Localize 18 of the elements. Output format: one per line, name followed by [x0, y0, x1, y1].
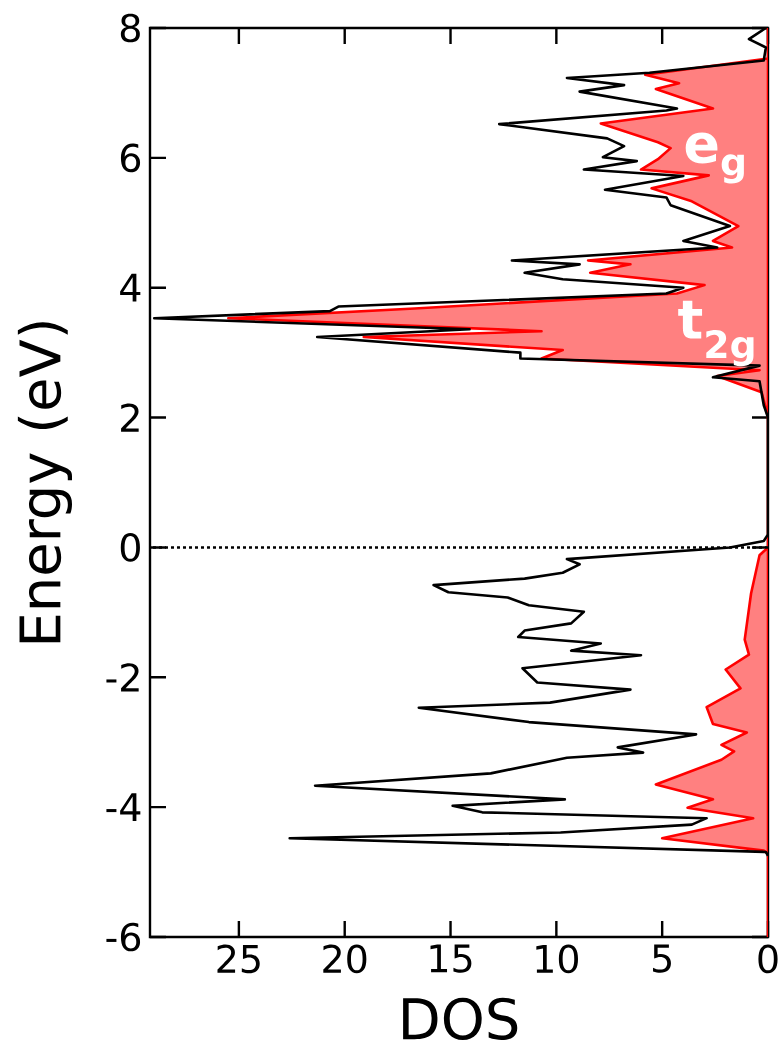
x-tick-label: 5	[653, 944, 671, 973]
y-tick-label: 4	[120, 273, 141, 302]
y-tick-label: -4	[106, 793, 141, 821]
x-axis-title: DOS	[403, 997, 518, 1040]
y-tick-label: -6	[106, 922, 141, 952]
x-tick-label: 15	[430, 944, 472, 973]
x-tick-label: 0	[758, 944, 778, 974]
x-tick-label: 10	[536, 944, 578, 974]
y-tick-label: 0	[120, 533, 140, 562]
y-tick-label: 2	[121, 403, 139, 432]
annotation: t$_{2g}$	[678, 300, 754, 367]
annotation: e$_{g}$	[685, 132, 744, 184]
y-tick-label: 8	[120, 13, 140, 43]
y-axis-title: Energy (eV)	[17, 322, 73, 643]
x-tick-label: 20	[323, 944, 367, 974]
x-tick-label: 25	[217, 944, 260, 974]
y-tick-label: 6	[120, 143, 141, 173]
y-tick-label: -2	[106, 663, 139, 692]
